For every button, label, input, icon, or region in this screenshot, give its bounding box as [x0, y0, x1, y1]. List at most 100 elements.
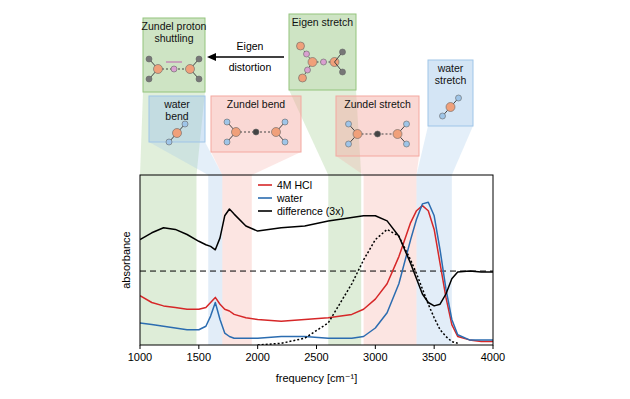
x-tick: [316, 345, 317, 349]
atom: [299, 74, 307, 82]
series-line: [258, 229, 458, 345]
atom: [146, 76, 152, 82]
arrow-label: Eigen distortion: [229, 40, 272, 73]
atom: [346, 141, 352, 147]
band: [140, 175, 196, 345]
x-axis: 1000 1500 2000 2500 3000 3500 4000: [128, 345, 505, 363]
atom: [297, 42, 305, 50]
legend-swatch: [258, 197, 272, 199]
x-tick: [375, 345, 376, 349]
atom: [375, 131, 381, 137]
annotation-label: Zundel stretch: [344, 98, 411, 110]
atom: [308, 58, 317, 67]
x-tick: [434, 345, 435, 349]
legend-swatch: [258, 210, 272, 212]
x-tick: [257, 345, 258, 349]
text-line: Eigen stretch: [292, 16, 353, 28]
series-group: [140, 202, 493, 345]
text-line: Zundel bend: [227, 98, 286, 110]
atom: [224, 119, 230, 125]
arrow-line: [214, 56, 284, 57]
legend: 4M HClwaterdifference (3x): [258, 179, 344, 217]
series-line: [140, 206, 493, 342]
atom: [440, 113, 446, 119]
band: [417, 175, 452, 345]
annotation-label: Zundel bend: [227, 98, 286, 110]
atom: [272, 128, 281, 137]
annotation-box: [428, 60, 473, 126]
atom: [182, 121, 188, 127]
annotation-box: [336, 96, 419, 156]
atom: [346, 121, 352, 127]
arrow-head: [207, 53, 216, 61]
atom: [232, 128, 241, 137]
x-tick-label: 2500: [304, 351, 328, 363]
band-connector: [417, 126, 473, 175]
x-tick: [493, 345, 494, 349]
band: [222, 175, 251, 345]
figure: Zundel protonshuttlingwaterbendZundel be…: [0, 0, 630, 399]
legend-label: water: [276, 192, 303, 204]
atom: [305, 67, 311, 73]
chart: Zundel protonshuttlingwaterbendZundel be…: [0, 0, 630, 399]
atom: [282, 119, 288, 125]
series-line: [140, 209, 493, 306]
atom: [196, 76, 202, 82]
atom: [224, 139, 230, 145]
y-axis-label: absorbance: [120, 231, 132, 289]
x-tick: [140, 345, 141, 349]
band: [328, 175, 361, 345]
baseline: [140, 271, 493, 272]
series-line: [140, 202, 493, 340]
atom: [196, 56, 202, 62]
text-line: stretch: [435, 74, 467, 86]
text-line: Zundel stretch: [344, 98, 411, 110]
atom: [146, 56, 152, 62]
motion-arrow: [166, 62, 182, 63]
atom: [404, 141, 410, 147]
annotation-label: Eigen stretch: [292, 16, 353, 28]
arrow: Eigen distortion: [207, 40, 284, 73]
band-connector: [211, 152, 301, 175]
annotation-label: waterbend: [163, 98, 190, 122]
atom: [321, 59, 327, 65]
x-tick: [198, 345, 199, 349]
legend-label: difference (3x): [277, 205, 344, 217]
x-tick-label: 3500: [422, 351, 446, 363]
atom: [253, 129, 259, 135]
plot-frame: [140, 175, 493, 345]
bands: [140, 90, 473, 345]
x-tick-label: 2000: [245, 351, 269, 363]
text-line: Eigen: [237, 40, 264, 52]
atom: [456, 95, 462, 101]
text-line: shuttling: [154, 32, 193, 44]
atom: [304, 51, 310, 57]
text-line: Zundel proton: [142, 20, 207, 32]
annotation-label: Zundel protonshuttling: [142, 20, 207, 44]
text-line: water: [163, 98, 190, 110]
atom: [340, 69, 346, 75]
text-line: distortion: [229, 61, 272, 73]
annotation-box: [211, 96, 301, 152]
x-tick-label: 4000: [481, 351, 505, 363]
annotation-box: [149, 96, 205, 142]
annotation-box: [289, 14, 356, 90]
annotation-label: waterstretch: [435, 62, 467, 86]
atom: [340, 49, 346, 55]
x-tick-label: 3000: [363, 351, 387, 363]
atom: [404, 121, 410, 127]
x-tick-label: 1000: [128, 351, 152, 363]
atom: [353, 130, 362, 139]
annotation-boxes: Zundel protonshuttlingwaterbendZundel be…: [142, 14, 473, 156]
band-connector: [336, 156, 419, 175]
x-axis-label: frequency [cm⁻¹]: [276, 372, 358, 384]
atom: [186, 65, 195, 74]
atom: [166, 139, 172, 145]
legend-label: 4M HCl: [277, 179, 312, 191]
atom: [173, 129, 182, 138]
x-tick-label: 1500: [187, 351, 211, 363]
text-line: water: [437, 62, 464, 74]
atom: [171, 66, 177, 72]
atom: [154, 65, 163, 74]
text-line: bend: [165, 110, 189, 122]
